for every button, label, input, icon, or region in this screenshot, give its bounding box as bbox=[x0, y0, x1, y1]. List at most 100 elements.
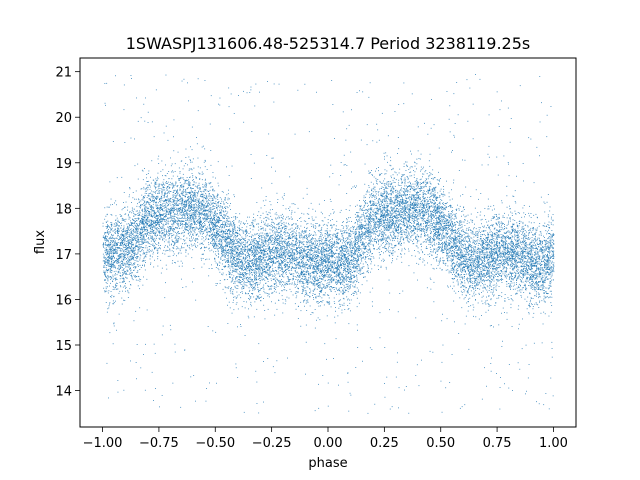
data-point bbox=[303, 213, 305, 215]
data-point bbox=[204, 166, 206, 168]
data-point bbox=[329, 252, 330, 254]
data-point bbox=[472, 277, 474, 279]
data-point bbox=[494, 252, 496, 254]
data-point bbox=[235, 217, 237, 219]
data-point bbox=[135, 214, 137, 216]
data-point bbox=[504, 248, 506, 249]
data-point bbox=[548, 408, 550, 410]
data-point bbox=[307, 267, 308, 269]
data-point bbox=[199, 196, 201, 197]
data-point bbox=[195, 212, 197, 214]
data-point bbox=[165, 282, 166, 284]
data-point bbox=[473, 274, 475, 276]
data-point bbox=[538, 249, 540, 251]
data-point bbox=[371, 221, 372, 223]
data-point bbox=[482, 290, 484, 292]
data-point bbox=[133, 225, 135, 227]
data-point bbox=[162, 224, 164, 226]
data-point bbox=[214, 208, 216, 209]
data-point bbox=[254, 250, 256, 252]
data-point bbox=[396, 218, 398, 220]
data-point bbox=[536, 295, 537, 297]
data-point bbox=[275, 286, 277, 288]
data-point bbox=[299, 261, 300, 262]
data-point bbox=[373, 183, 374, 185]
data-point bbox=[485, 240, 487, 242]
data-point bbox=[293, 231, 295, 233]
data-point bbox=[347, 260, 349, 262]
data-point bbox=[139, 247, 141, 249]
data-point bbox=[454, 215, 456, 217]
data-point bbox=[506, 224, 508, 226]
data-point bbox=[245, 262, 247, 264]
data-point bbox=[291, 243, 293, 244]
data-point bbox=[541, 252, 543, 254]
data-point bbox=[511, 299, 513, 300]
data-point bbox=[440, 250, 442, 252]
data-point bbox=[497, 234, 499, 236]
data-point bbox=[237, 269, 239, 271]
data-point bbox=[472, 103, 474, 105]
data-point bbox=[474, 271, 476, 272]
data-point bbox=[376, 141, 378, 143]
data-point bbox=[468, 222, 470, 224]
data-point bbox=[215, 242, 217, 244]
data-point bbox=[125, 257, 126, 258]
data-point bbox=[374, 241, 376, 242]
data-point bbox=[192, 176, 194, 178]
data-point bbox=[170, 244, 172, 246]
data-point bbox=[508, 238, 510, 240]
data-point bbox=[415, 210, 417, 212]
data-point bbox=[519, 260, 521, 262]
data-point bbox=[330, 288, 332, 290]
data-point bbox=[203, 237, 204, 239]
data-point bbox=[531, 249, 533, 251]
data-point bbox=[326, 228, 328, 230]
data-point bbox=[351, 250, 353, 251]
data-point bbox=[157, 205, 159, 207]
data-point bbox=[141, 233, 142, 235]
data-point bbox=[369, 82, 371, 84]
data-point bbox=[382, 207, 383, 209]
data-point bbox=[365, 224, 367, 226]
data-point bbox=[275, 282, 277, 284]
data-point bbox=[446, 180, 447, 182]
data-point bbox=[491, 281, 492, 283]
data-point bbox=[340, 241, 341, 242]
data-point bbox=[459, 297, 461, 299]
data-point bbox=[335, 258, 337, 260]
data-point bbox=[522, 270, 523, 272]
data-point bbox=[107, 220, 109, 222]
data-point bbox=[282, 268, 283, 270]
data-point bbox=[475, 299, 476, 300]
data-point bbox=[431, 174, 433, 175]
data-point bbox=[540, 234, 542, 236]
data-point bbox=[424, 207, 426, 209]
data-point bbox=[250, 236, 252, 237]
data-point bbox=[358, 266, 360, 268]
data-point bbox=[331, 237, 333, 239]
data-point bbox=[328, 268, 330, 269]
data-point bbox=[433, 187, 435, 189]
data-point bbox=[350, 281, 352, 283]
data-point bbox=[251, 246, 252, 248]
data-point bbox=[545, 280, 546, 282]
data-point bbox=[434, 187, 436, 188]
data-point bbox=[389, 408, 391, 410]
data-point bbox=[112, 254, 114, 256]
data-point bbox=[118, 226, 120, 227]
data-point bbox=[308, 272, 309, 274]
data-point bbox=[518, 305, 520, 307]
data-point bbox=[408, 169, 410, 170]
data-point bbox=[144, 252, 146, 254]
data-point bbox=[162, 205, 164, 207]
data-point bbox=[337, 239, 339, 241]
data-point bbox=[183, 165, 185, 167]
data-point bbox=[331, 250, 333, 252]
data-point bbox=[133, 259, 135, 261]
data-point bbox=[141, 249, 143, 250]
data-point bbox=[310, 281, 312, 283]
data-point bbox=[278, 249, 280, 251]
data-point bbox=[322, 252, 324, 254]
data-point bbox=[477, 262, 479, 264]
